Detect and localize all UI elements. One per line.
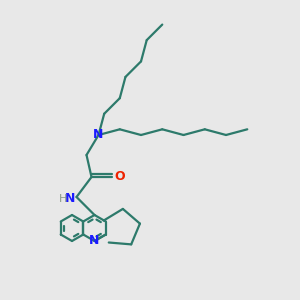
Text: H: H [59,194,68,204]
Text: N: N [89,235,100,248]
Text: O: O [114,170,125,184]
Text: N: N [65,193,76,206]
Text: N: N [93,128,104,142]
